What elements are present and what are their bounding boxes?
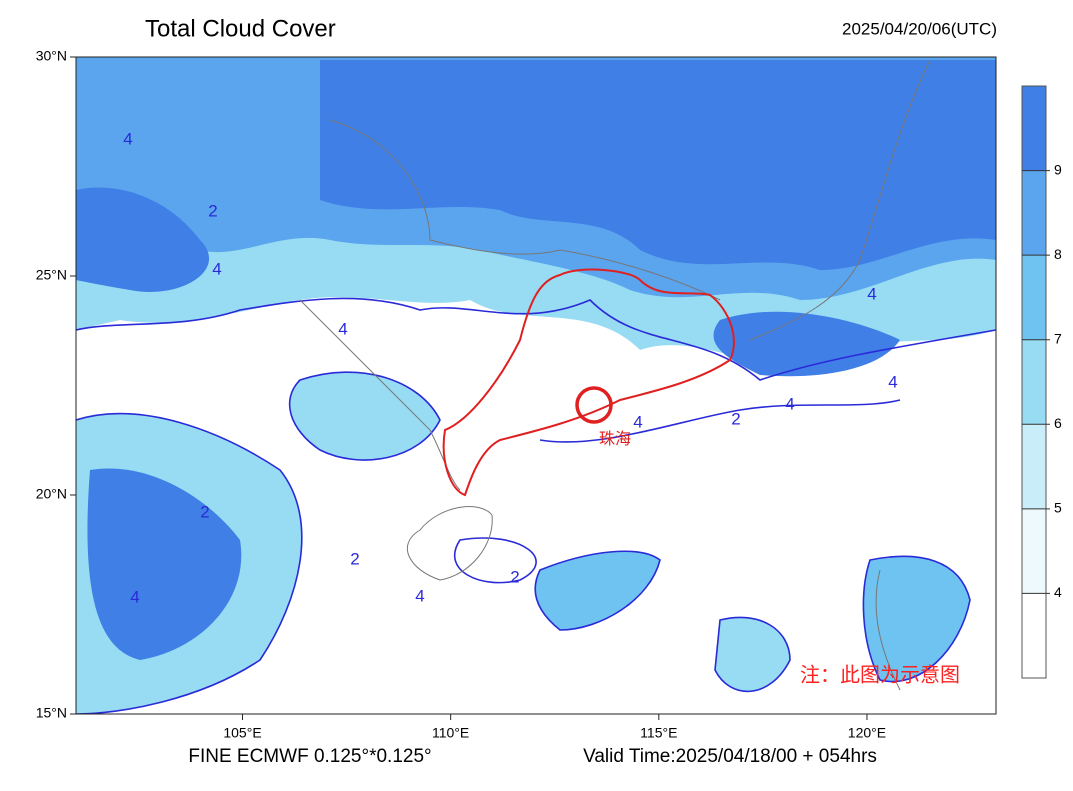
contour-label: 4	[888, 372, 897, 391]
y-tick-label: 25°N	[36, 267, 67, 283]
title: Total Cloud Cover	[145, 15, 336, 42]
colorbar-frame	[1021, 85, 1047, 679]
x-tick-label: 120°E	[848, 725, 886, 741]
contour-label: 4	[338, 319, 347, 338]
map-frame	[75, 56, 997, 715]
colorbar-bin	[1022, 424, 1046, 509]
contour-label: 4	[785, 394, 794, 413]
contour-label: 4	[212, 259, 221, 278]
colorbar-bin	[1022, 170, 1046, 256]
y-tick-label: 20°N	[36, 486, 67, 502]
contour-label: 2	[510, 567, 519, 586]
city-label: 珠海	[599, 430, 631, 448]
colorbar-bin	[1022, 508, 1046, 594]
note: 注：此图为示意图	[800, 663, 960, 686]
colorbar-bin	[1022, 255, 1046, 340]
contour-label: 4	[867, 284, 876, 303]
x-tick-label: 110°E	[432, 725, 469, 741]
contour-label: 2	[200, 502, 209, 521]
y-tick-label: 30°N	[36, 48, 67, 64]
colorbar-tick-label: 5	[1054, 500, 1062, 516]
colorbar-tick-label: 8	[1054, 246, 1062, 262]
colorbar-bin	[1022, 86, 1046, 171]
colorbar-bin	[1022, 593, 1046, 678]
contour-label: 4	[633, 412, 642, 431]
colorbar-tick-label: 4	[1054, 584, 1062, 600]
valid-time: Valid Time:2025/04/18/00 + 054hrs	[583, 746, 877, 767]
contour-label: 4	[415, 586, 424, 605]
x-tick-label: 105°E	[223, 725, 261, 741]
colorbar-tick-label: 7	[1054, 330, 1062, 346]
timestamp: 2025/04/20/06(UTC)	[842, 19, 997, 38]
colorbar-tick-label: 9	[1054, 161, 1062, 177]
y-tick-label: 15°N	[36, 705, 67, 721]
colorbar-bin	[1022, 339, 1046, 425]
x-tick-label: 115°E	[640, 725, 677, 741]
contour-label: 2	[350, 549, 359, 568]
contour-label: 4	[123, 129, 132, 148]
model-label: FINE ECMWF 0.125°*0.125°	[188, 746, 431, 767]
colorbar-tick-label: 6	[1054, 415, 1062, 431]
contour-label: 2	[731, 409, 740, 428]
contour-label: 4	[130, 587, 139, 606]
contour-label: 2	[208, 201, 217, 220]
map-field	[76, 57, 996, 714]
